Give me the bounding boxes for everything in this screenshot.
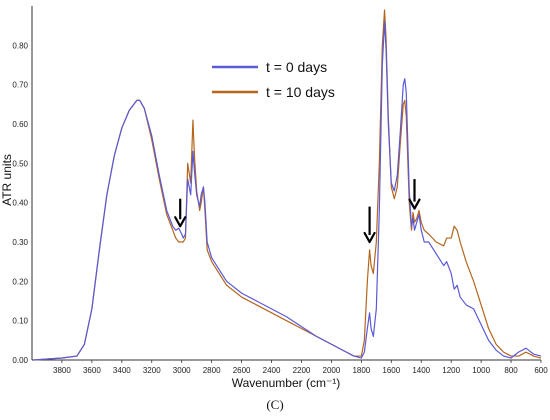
legend: t = 0 days t = 10 days (212, 59, 335, 100)
y-axis-label: ATR units (0, 154, 14, 206)
series-line-t0 (33, 21, 542, 361)
x-tick-label: 1000 (472, 366, 490, 375)
y-tick-label: 0.70 (12, 81, 28, 90)
legend-label-t0: t = 0 days (266, 59, 327, 75)
legend-label-t10: t = 10 days (266, 84, 335, 100)
y-tick-label: 0.80 (12, 41, 28, 50)
x-tick-label: 1200 (442, 366, 460, 375)
x-tick-label: 3800 (53, 366, 71, 375)
x-tick-label: 2800 (203, 366, 221, 375)
x-tick-label: 2400 (263, 366, 281, 375)
x-tick-label: 2600 (233, 366, 251, 375)
x-tick-label: 3400 (113, 366, 131, 375)
annotation-arrow (363, 206, 376, 244)
x-tick-label: 1400 (412, 366, 430, 375)
x-axis-ticks: 3800 3600 3400 3200 3000 2800 2600 2400 2200 2000… (53, 360, 548, 375)
x-tick-label: 800 (504, 366, 518, 375)
y-tick-label: 0.20 (12, 277, 28, 286)
x-tick-label: 1600 (382, 366, 400, 375)
x-tick-label: 2000 (323, 366, 341, 375)
x-tick-label: 3000 (173, 366, 191, 375)
x-axis-label: Wavenumber (cm⁻¹) (232, 376, 341, 390)
plot-area (31, 6, 541, 361)
y-tick-label: 0.60 (12, 120, 28, 129)
series-layer (33, 9, 542, 361)
y-tick-label: 0.40 (12, 199, 28, 208)
annotation-arrows (174, 179, 421, 244)
series-line-t10 (33, 9, 542, 361)
y-tick-label: 0.10 (12, 317, 28, 326)
x-tick-label: 600 (534, 366, 548, 375)
x-tick-label: 3200 (143, 366, 161, 375)
y-tick-label: 0.00 (12, 356, 28, 365)
annotation-arrow (408, 179, 421, 210)
panel-label: (C) (266, 397, 283, 412)
annotation-arrow (174, 198, 187, 228)
y-axis-ticks: 0.00 0.10 0.20 0.30 0.40 0.50 0.60 0.70 0.80 (12, 41, 28, 365)
x-tick-label: 3600 (83, 366, 101, 375)
y-tick-label: 0.30 (12, 238, 28, 247)
x-tick-label: 2200 (293, 366, 311, 375)
y-tick-label: 0.50 (12, 159, 28, 168)
x-tick-label: 1800 (352, 366, 370, 375)
